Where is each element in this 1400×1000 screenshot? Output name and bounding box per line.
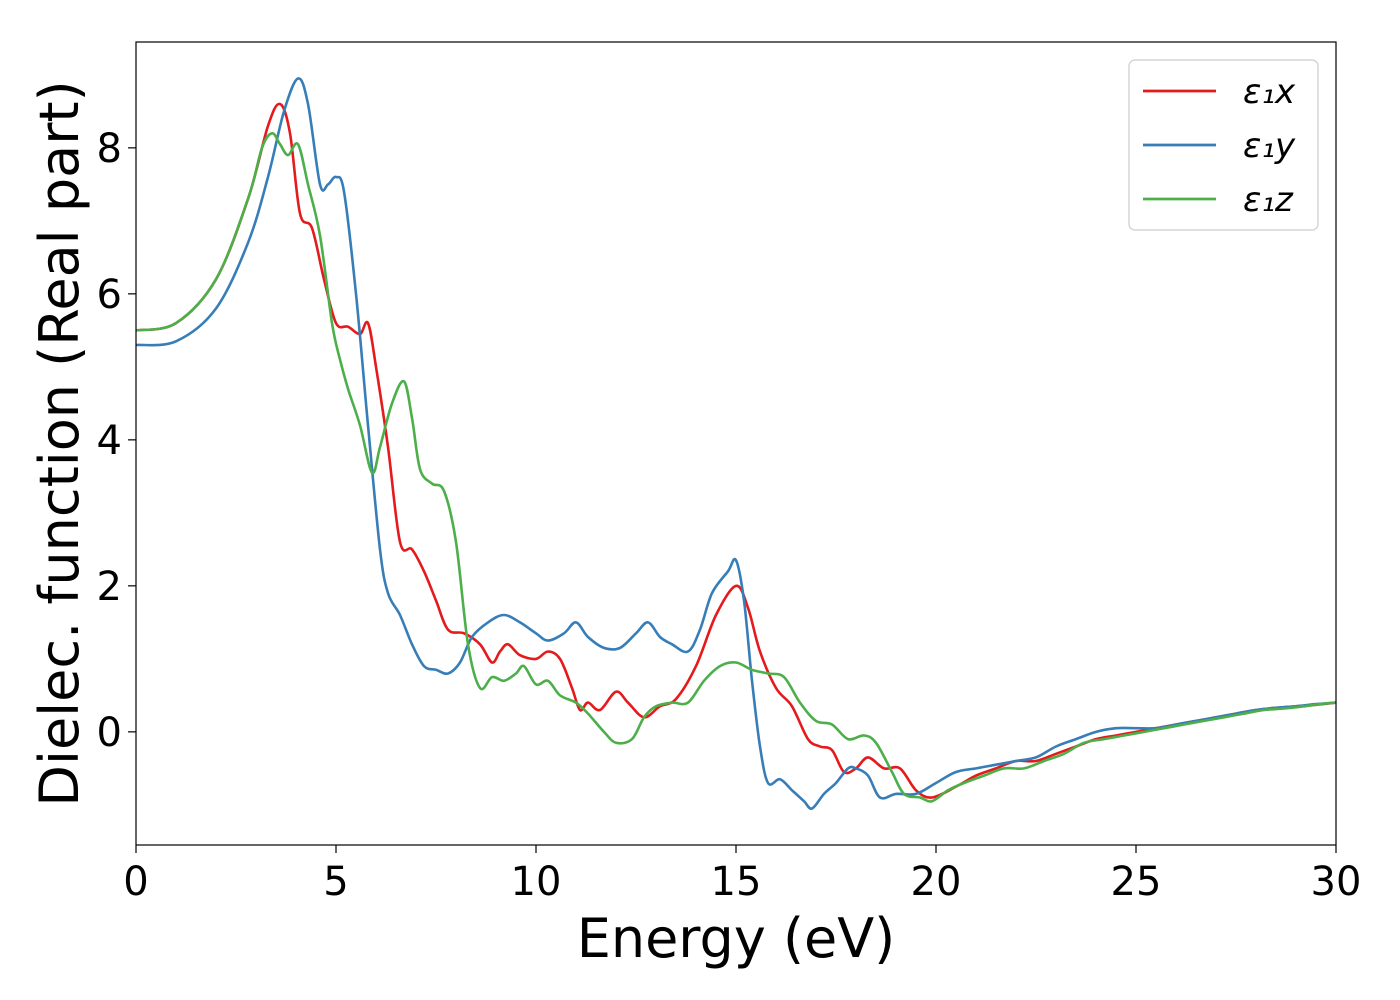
x-tick-label: 15 [711,859,762,905]
x-axis: 0 5 10 15 20 25 30 [123,845,1361,905]
y-tick-label: 0 [97,710,122,756]
y-axis: 0 2 4 6 8 [97,126,136,756]
x-tick-label: 0 [123,859,148,905]
series-layer [136,77,1336,810]
x-tick-label: 25 [1111,859,1162,905]
x-tick-label: 30 [1311,859,1362,905]
y-axis-title: Dielec. function (Real part) [28,80,91,806]
legend: ε₁x ε₁y ε₁z [1128,59,1319,231]
y-tick-label: 8 [97,126,122,172]
legend-label: ε₁z [1243,180,1294,220]
series-line-2 [136,132,1336,803]
x-tick-label: 10 [511,859,562,905]
legend-label: ε₁x [1243,72,1296,112]
series-line-1 [136,77,1336,810]
y-tick-label: 4 [97,418,122,464]
x-tick-label: 20 [911,859,962,905]
x-tick-label: 5 [323,859,348,905]
legend-box [1128,59,1319,231]
legend-label: ε₁y [1243,126,1296,166]
x-axis-title: Energy (eV) [577,907,896,970]
y-tick-label: 6 [97,272,122,318]
y-tick-label: 2 [97,564,122,610]
